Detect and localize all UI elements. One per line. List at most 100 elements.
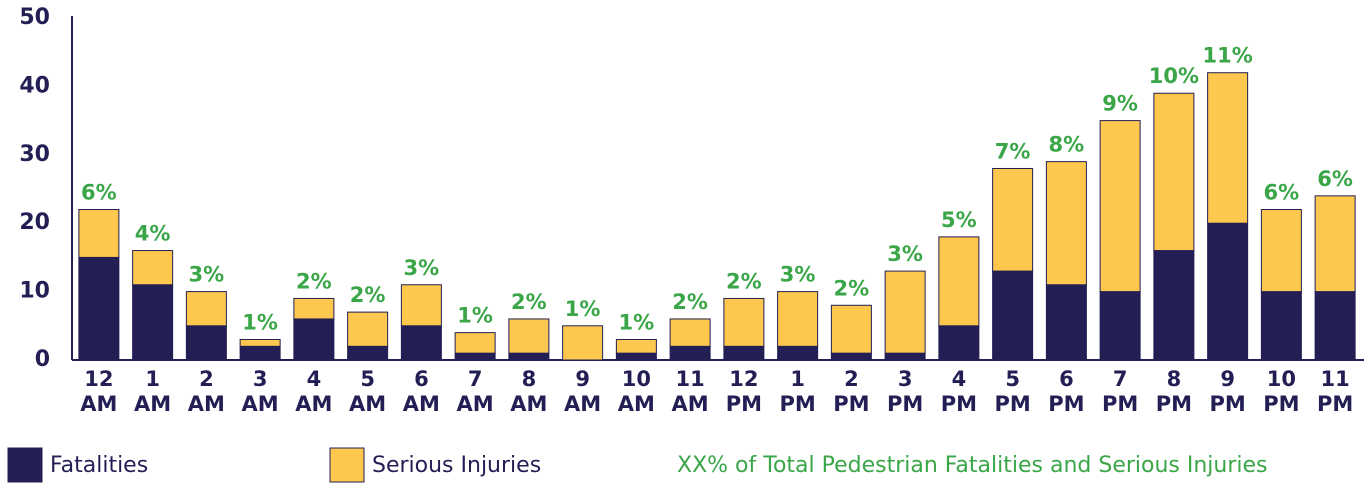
x-tick-label: 4	[952, 367, 967, 391]
y-tick-label: 20	[19, 210, 50, 235]
bar-segment	[293, 297, 335, 320]
bar-segment	[723, 297, 765, 347]
x-tick-label: PM	[1317, 392, 1353, 416]
bar-segment	[132, 250, 174, 286]
bar-segment	[508, 352, 550, 361]
bar-segment	[347, 345, 389, 361]
percent-label: 8%	[1049, 133, 1085, 157]
percent-label: 2%	[726, 269, 762, 293]
x-tick-label: PM	[887, 392, 923, 416]
bar-segment	[347, 311, 389, 347]
bar-segment	[615, 338, 657, 354]
x-tick-label: 8	[522, 367, 537, 391]
x-tick-label: 3	[253, 367, 268, 391]
x-tick-label: 7	[1113, 367, 1128, 391]
legend-label: XX% of Total Pedestrian Fatalities and S…	[677, 453, 1268, 478]
percent-label: 1%	[457, 304, 493, 328]
bar-segment	[562, 325, 604, 361]
x-tick-label: 12	[729, 367, 758, 391]
x-tick-label: 12	[84, 367, 113, 391]
percent-label: 3%	[404, 256, 440, 280]
x-tick-label: 8	[1167, 367, 1182, 391]
bar-segment	[1045, 161, 1087, 286]
x-tick-label: 6	[414, 367, 429, 391]
percent-label: 10%	[1149, 64, 1199, 88]
x-tick-label: AM	[134, 392, 171, 416]
bar-segment	[1153, 250, 1195, 361]
bar-segment	[508, 318, 550, 354]
percent-label: 1%	[565, 297, 601, 321]
percent-label: 2%	[296, 269, 332, 293]
bar-segment	[185, 325, 227, 361]
bar-segment	[400, 325, 442, 361]
percent-label: 7%	[995, 139, 1031, 163]
x-tick-label: PM	[1156, 392, 1192, 416]
bar-segment	[830, 352, 872, 361]
y-tick-label: 10	[19, 279, 50, 304]
x-tick-label: AM	[672, 392, 709, 416]
x-tick-label: PM	[994, 392, 1030, 416]
x-tick-label: AM	[564, 392, 601, 416]
bar-segment	[777, 291, 819, 347]
x-tick-label: 11	[676, 367, 705, 391]
bar-segment	[1260, 209, 1302, 293]
bar-segment	[938, 236, 980, 327]
bar-segment	[132, 284, 174, 361]
percent-label: 1%	[619, 310, 655, 334]
x-tick-label: AM	[80, 392, 117, 416]
x-tick-label: 6	[1059, 367, 1074, 391]
percent-label: 11%	[1202, 44, 1252, 68]
bar-segment	[884, 352, 926, 361]
x-tick-label: PM	[1102, 392, 1138, 416]
bar-segment	[239, 338, 281, 347]
percent-label: 1%	[242, 310, 278, 334]
bar-segment	[992, 270, 1034, 361]
x-tick-label: 2	[199, 367, 214, 391]
x-tick-label: 5	[1005, 367, 1020, 391]
bar-segment	[185, 291, 227, 327]
bar-segment	[239, 345, 281, 361]
x-tick-label: PM	[1209, 392, 1245, 416]
bar-segment	[293, 318, 335, 361]
x-tick-label: AM	[510, 392, 547, 416]
bar-segment	[1314, 195, 1356, 293]
legend-swatch	[7, 447, 43, 483]
percent-label: 9%	[1102, 92, 1138, 116]
x-tick-label: AM	[457, 392, 494, 416]
x-tick-label: 11	[1321, 367, 1350, 391]
bar-segment	[992, 167, 1034, 272]
bar-segment	[78, 256, 120, 361]
bar-segment	[454, 352, 496, 361]
bar-segment	[1045, 284, 1087, 361]
x-tick-label: 2	[844, 367, 859, 391]
percent-label: 6%	[81, 181, 117, 205]
bar-segment	[938, 325, 980, 361]
x-tick-label: 4	[307, 367, 322, 391]
percent-label: 4%	[135, 222, 171, 246]
x-tick-label: AM	[618, 392, 655, 416]
x-tick-label: 9	[575, 367, 590, 391]
x-tick-label: 1	[790, 367, 805, 391]
y-tick-label: 40	[19, 73, 50, 98]
percent-label: 6%	[1264, 181, 1300, 205]
percent-label: 2%	[834, 276, 870, 300]
percent-label: 2%	[672, 290, 708, 314]
y-tick-label: 0	[35, 347, 50, 372]
bar-segment	[777, 345, 819, 361]
bar-segment	[1153, 92, 1195, 252]
x-tick-label: AM	[295, 392, 332, 416]
x-tick-label: PM	[1263, 392, 1299, 416]
bar-segment	[669, 345, 711, 361]
y-tick-label: 50	[19, 5, 50, 30]
percent-label: 3%	[780, 263, 816, 287]
bar-segment	[830, 304, 872, 354]
bar-segment	[1207, 72, 1249, 224]
percent-label: 2%	[350, 283, 386, 307]
bar-segment	[669, 318, 711, 347]
bar-segment	[78, 209, 120, 258]
x-tick-label: AM	[349, 392, 386, 416]
bar-segment	[723, 345, 765, 361]
bar-segment	[1260, 291, 1302, 361]
bar-segment	[400, 284, 442, 327]
x-tick-label: 1	[145, 367, 160, 391]
